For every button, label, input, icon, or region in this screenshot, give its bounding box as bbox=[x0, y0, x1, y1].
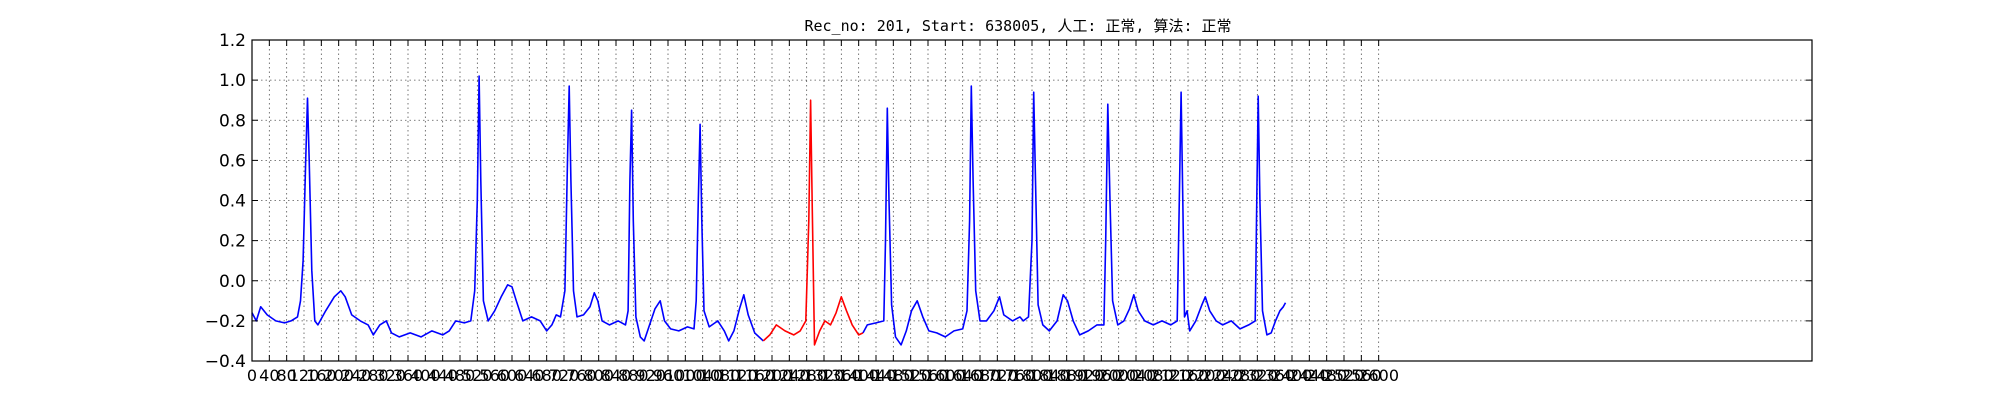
x-tick-label: 480 bbox=[445, 366, 476, 385]
x-tick-label: 1680 bbox=[960, 366, 1001, 385]
x-tick-label: 400 bbox=[410, 366, 441, 385]
x-tick-label: 240 bbox=[341, 366, 372, 385]
x-tick-label: 1000 bbox=[665, 366, 706, 385]
x-tick-label: 2120 bbox=[1150, 366, 1191, 385]
x-tick-label: 1480 bbox=[873, 366, 914, 385]
x-tick-label: 2280 bbox=[1220, 366, 1261, 385]
x-tick-label: 1880 bbox=[1046, 366, 1087, 385]
x-tick-label: 1040 bbox=[682, 366, 723, 385]
y-tick-label: 0.4 bbox=[219, 192, 246, 212]
ecg-series-line-1 bbox=[762, 99, 864, 346]
x-tick-label: 2560 bbox=[1341, 366, 1382, 385]
x-tick-label: 2080 bbox=[1133, 366, 1174, 385]
x-tick-label: 1400 bbox=[838, 366, 879, 385]
y-tick-label: 0.8 bbox=[219, 111, 246, 131]
x-tick-label: 600 bbox=[497, 366, 528, 385]
x-tick-label: 800 bbox=[583, 366, 614, 385]
x-tick-label: 1720 bbox=[977, 366, 1018, 385]
x-tick-label: 1520 bbox=[890, 366, 931, 385]
x-tick-label: 1360 bbox=[821, 366, 862, 385]
x-tick-label: 1200 bbox=[752, 366, 793, 385]
y-tick-labels: −0.4 −0.2 0.0 0.2 0.4 0.6 0.8 1.0 1.2 bbox=[205, 31, 246, 372]
x-tick-label: 0 bbox=[247, 366, 257, 385]
x-tick-label: 2520 bbox=[1324, 366, 1365, 385]
x-tick-label: 560 bbox=[479, 366, 510, 385]
x-tick-label: 880 bbox=[618, 366, 649, 385]
x-tick-label: 200 bbox=[323, 366, 354, 385]
x-tick-label: 2440 bbox=[1289, 366, 1330, 385]
x-tick-label: 1840 bbox=[1029, 366, 1070, 385]
x-tick-label: 1640 bbox=[942, 366, 983, 385]
y-tick-label: 1.0 bbox=[219, 71, 246, 91]
x-tick-label: 1160 bbox=[734, 366, 775, 385]
x-tick-label: 1120 bbox=[717, 366, 758, 385]
x-tick-label: 1760 bbox=[994, 366, 1035, 385]
ecg-series-line-2 bbox=[862, 85, 1287, 346]
x-tick-label: 920 bbox=[635, 366, 666, 385]
x-tick-labels: 0 408012016020024028032036040044048052056… bbox=[247, 366, 1399, 385]
x-tick-label: 1440 bbox=[856, 366, 897, 385]
ticks bbox=[251, 39, 1812, 362]
x-tick-label: 80 bbox=[276, 366, 296, 385]
x-tick-label: 2600 bbox=[1358, 366, 1399, 385]
chart-title: Rec_no: 201, Start: 638005, 人工: 正常, 算法: … bbox=[804, 17, 1231, 35]
x-tick-label: 2000 bbox=[1098, 366, 1139, 385]
x-tick-label: 2160 bbox=[1168, 366, 1209, 385]
x-tick-label: 960 bbox=[653, 366, 684, 385]
x-tick-label: 2360 bbox=[1254, 366, 1295, 385]
x-tick-label: 840 bbox=[601, 366, 632, 385]
x-tick-label: 360 bbox=[393, 366, 424, 385]
ecg-series-line-0 bbox=[251, 75, 764, 342]
x-tick-label: 720 bbox=[549, 366, 580, 385]
x-tick-label: 280 bbox=[358, 366, 389, 385]
x-tick-label: 1800 bbox=[1012, 366, 1053, 385]
y-tick-label: 0.2 bbox=[219, 232, 246, 252]
x-tick-label: 1320 bbox=[804, 366, 845, 385]
x-tick-label: 2240 bbox=[1202, 366, 1243, 385]
y-tick-label: −0.2 bbox=[205, 312, 246, 332]
x-tick-label: 520 bbox=[462, 366, 493, 385]
x-tick-label: 2400 bbox=[1272, 366, 1313, 385]
x-tick-label: 1960 bbox=[1081, 366, 1122, 385]
x-tick-label: 440 bbox=[427, 366, 458, 385]
x-tick-label: 680 bbox=[531, 366, 562, 385]
y-tick-label: 0.0 bbox=[219, 272, 246, 292]
x-tick-label: 160 bbox=[306, 366, 337, 385]
x-tick-label: 40 bbox=[259, 366, 279, 385]
x-tick-label: 2040 bbox=[1116, 366, 1157, 385]
x-tick-label: 2320 bbox=[1237, 366, 1278, 385]
x-tick-label: 120 bbox=[289, 366, 320, 385]
x-tick-label: 2480 bbox=[1306, 366, 1347, 385]
y-tick-label: 1.2 bbox=[219, 31, 246, 51]
x-tick-label: 1240 bbox=[769, 366, 810, 385]
x-tick-label: 760 bbox=[566, 366, 597, 385]
y-tick-label: −0.4 bbox=[205, 352, 246, 372]
y-tick-label: 0.6 bbox=[219, 151, 246, 171]
x-tick-label: 1080 bbox=[700, 366, 741, 385]
x-tick-label: 1560 bbox=[908, 366, 949, 385]
x-tick-label: 1920 bbox=[1064, 366, 1105, 385]
series-group bbox=[251, 75, 1287, 346]
x-tick-label: 1280 bbox=[786, 366, 827, 385]
x-tick-label: 320 bbox=[375, 366, 406, 385]
x-tick-label: 2200 bbox=[1185, 366, 1226, 385]
x-tick-label: 640 bbox=[514, 366, 545, 385]
x-tick-label: 1600 bbox=[925, 366, 966, 385]
